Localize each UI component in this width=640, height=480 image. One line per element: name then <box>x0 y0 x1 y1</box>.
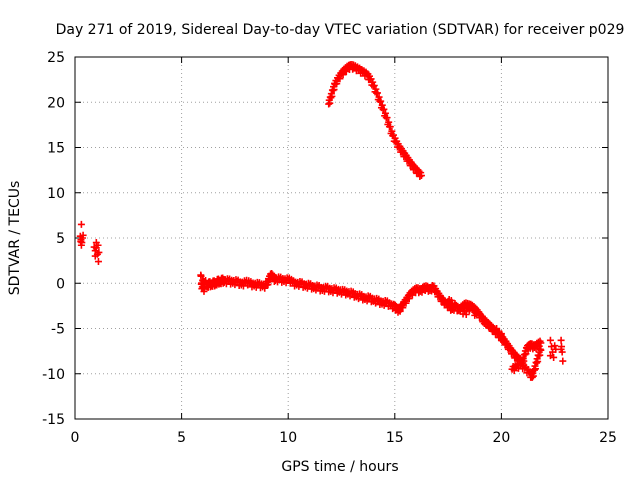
y-tick-label: -10 <box>42 367 65 383</box>
series-group <box>197 270 545 381</box>
data-point <box>383 114 391 122</box>
data-point <box>478 312 486 320</box>
data-point <box>380 105 388 113</box>
data-point <box>79 231 87 239</box>
x-tick-label: 0 <box>71 430 80 446</box>
y-tick-label: 5 <box>56 231 65 247</box>
axis-ticks: 0 5 10 15 20 25 -15 -10 -5 0 5 10 15 20 25 <box>42 50 617 446</box>
data-point <box>537 339 545 347</box>
data-point <box>94 258 102 266</box>
data-point <box>521 364 529 372</box>
y-tick-label: 20 <box>47 95 65 111</box>
data-point <box>333 80 341 88</box>
data-point <box>546 352 554 360</box>
data-point <box>328 92 336 100</box>
grid <box>75 57 608 419</box>
data-point <box>373 89 381 97</box>
data-point <box>264 281 272 289</box>
data-point <box>482 318 490 326</box>
data-point <box>529 372 537 380</box>
data-point <box>91 252 99 260</box>
data-point <box>95 248 103 256</box>
data-point <box>462 310 470 318</box>
data-point <box>534 358 542 366</box>
data-points <box>76 60 567 381</box>
data-point <box>473 308 481 316</box>
data-point <box>504 344 512 352</box>
x-tick-label: 10 <box>279 430 297 446</box>
data-point <box>197 272 205 280</box>
data-point <box>559 357 567 365</box>
data-point <box>386 123 394 131</box>
x-axis-title: GPS time / hours <box>281 459 398 475</box>
data-point <box>456 305 464 313</box>
y-tick-label: -5 <box>51 322 65 338</box>
data-point <box>532 365 540 373</box>
data-point <box>77 238 85 246</box>
y-tick-label: -15 <box>42 412 65 428</box>
data-point <box>487 322 495 330</box>
y-tick-label: 0 <box>56 276 65 292</box>
y-tick-label: 10 <box>47 186 65 202</box>
x-tick-label: 25 <box>599 430 617 446</box>
plot-frame <box>74 56 609 420</box>
data-point <box>522 350 530 358</box>
data-point <box>551 342 559 350</box>
data-point <box>536 351 544 359</box>
data-point <box>497 330 505 338</box>
data-point <box>548 343 556 351</box>
x-tick-label: 15 <box>386 430 404 446</box>
data-point <box>330 86 338 94</box>
data-point <box>77 220 85 228</box>
y-tick-label: 25 <box>47 50 65 66</box>
x-tick-label: 20 <box>492 430 510 446</box>
chart-title: Day 271 of 2019, Sidereal Day-to-day VTE… <box>56 22 625 38</box>
data-point <box>546 336 554 344</box>
series-group <box>546 336 567 365</box>
data-point <box>377 97 385 105</box>
series-group <box>325 60 425 180</box>
x-tick-label: 5 <box>177 430 186 446</box>
data-point <box>451 300 459 308</box>
data-point <box>417 172 425 180</box>
data-point <box>502 337 510 345</box>
data-point <box>557 345 565 353</box>
data-point <box>557 336 565 344</box>
data-point <box>493 325 501 332</box>
data-point <box>326 99 334 107</box>
y-axis-title: SDTVAR / TECUs <box>7 181 23 296</box>
data-point <box>239 282 247 290</box>
data-point <box>468 305 476 313</box>
data-point <box>94 241 102 249</box>
data-point <box>537 346 545 354</box>
data-point <box>370 82 378 90</box>
y-tick-label: 15 <box>47 141 65 157</box>
series-group <box>76 220 103 266</box>
